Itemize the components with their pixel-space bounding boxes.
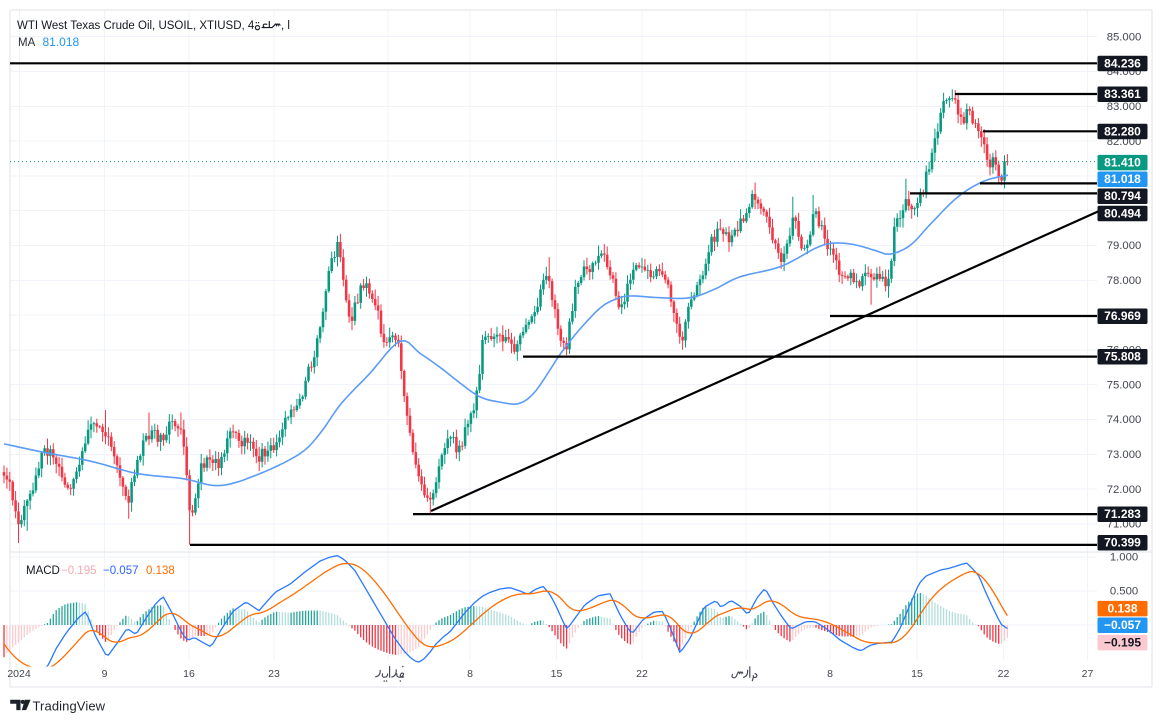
svg-text:72.000: 72.000 <box>1107 484 1142 496</box>
svg-text:0.138: 0.138 <box>146 565 175 577</box>
svg-text:76.969: 76.969 <box>1104 309 1141 323</box>
svg-text:81.410: 81.410 <box>1104 156 1141 170</box>
svg-text:85.000: 85.000 <box>1107 31 1142 43</box>
svg-text:27: 27 <box>1082 668 1094 680</box>
svg-text:71.283: 71.283 <box>1104 507 1141 521</box>
svg-text:79.000: 79.000 <box>1107 240 1142 252</box>
svg-text:23: 23 <box>268 668 280 680</box>
svg-text:, l: , l <box>281 20 290 32</box>
svg-text:75.000: 75.000 <box>1107 379 1142 391</box>
svg-text:0.138: 0.138 <box>1107 602 1137 616</box>
svg-text:8: 8 <box>467 668 473 680</box>
svg-text:WTI West Texas Crude Oil, USOI: WTI West Texas Crude Oil, USOIL, XTIUSD,… <box>17 20 255 32</box>
svg-text:−0.057: −0.057 <box>1104 618 1141 632</box>
svg-text:22: 22 <box>636 668 648 680</box>
svg-text:83.361: 83.361 <box>1104 87 1141 101</box>
svg-text:81.018: 81.018 <box>43 35 80 49</box>
svg-text:73.000: 73.000 <box>1107 449 1142 461</box>
svg-text:2024: 2024 <box>7 668 31 680</box>
svg-text:−0.195: −0.195 <box>61 565 97 577</box>
svg-text:75.808: 75.808 <box>1104 350 1141 364</box>
svg-text:−0.057: −0.057 <box>103 565 139 577</box>
svg-text:84.236: 84.236 <box>1104 57 1141 71</box>
svg-text:80.494: 80.494 <box>1104 207 1141 221</box>
svg-text:0.500: 0.500 <box>1110 586 1138 598</box>
svg-text:16: 16 <box>183 668 195 680</box>
svg-text:8: 8 <box>827 668 833 680</box>
svg-text:81.018: 81.018 <box>1104 172 1141 186</box>
svg-text:15: 15 <box>551 668 563 680</box>
svg-text:MA: MA <box>18 37 36 49</box>
svg-text:80.794: 80.794 <box>1104 189 1141 203</box>
svg-text:TradingView: TradingView <box>33 698 106 713</box>
svg-text:78.000: 78.000 <box>1107 275 1142 287</box>
svg-text:15: 15 <box>911 668 923 680</box>
svg-text:83.000: 83.000 <box>1107 101 1142 113</box>
svg-text:22: 22 <box>998 668 1010 680</box>
svg-text:74.000: 74.000 <box>1107 414 1142 426</box>
svg-text:82.280: 82.280 <box>1104 125 1141 139</box>
svg-text:−0.195: −0.195 <box>1104 636 1141 650</box>
svg-text:70.399: 70.399 <box>1104 536 1141 550</box>
svg-text:9: 9 <box>102 668 108 680</box>
svg-text:1.000: 1.000 <box>1110 552 1138 564</box>
svg-text:MACD: MACD <box>26 565 60 577</box>
